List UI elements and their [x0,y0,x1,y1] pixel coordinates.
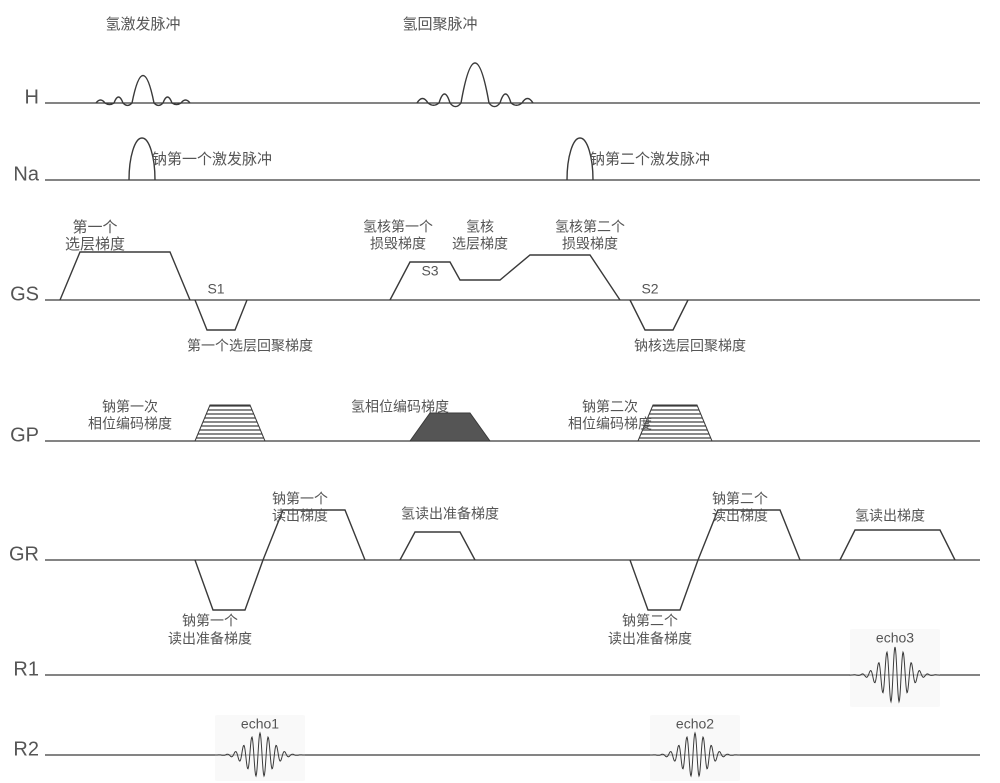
row-label-R1: R1 [13,658,39,680]
svg-text:氢核第一个: 氢核第一个 [363,219,433,235]
row-label-R2: R2 [13,738,39,760]
svg-text:S1: S1 [207,281,224,297]
svg-text:选层梯度: 选层梯度 [452,236,508,252]
row-label-GR: GR [9,543,39,565]
svg-text:钠第二个: 钠第二个 [712,491,768,507]
svg-text:读出准备梯度: 读出准备梯度 [608,631,692,647]
svg-text:钠第一次: 钠第一次 [102,399,158,415]
svg-text:读出梯度: 读出梯度 [712,508,768,524]
svg-text:相位编码梯度: 相位编码梯度 [568,416,652,432]
svg-text:钠第二个: 钠第二个 [622,613,678,629]
svg-text:相位编码梯度: 相位编码梯度 [88,416,172,432]
row-label-GS: GS [10,283,39,305]
svg-text:读出梯度: 读出梯度 [272,508,328,524]
svg-text:氢读出准备梯度: 氢读出准备梯度 [401,506,499,522]
gr-neg1 [195,560,263,610]
gp-na1 [195,405,265,441]
svg-text:第一个选层回聚梯度: 第一个选层回聚梯度 [187,338,313,354]
svg-text:第一个: 第一个 [72,218,117,236]
echo2-label: echo2 [676,716,714,732]
svg-text:钠第二次: 钠第二次 [582,399,638,415]
svg-text:损毁梯度: 损毁梯度 [562,236,618,252]
gs-neg1 [195,300,247,330]
echo1-label: echo1 [241,716,279,732]
svg-text:氢激发脉冲: 氢激发脉冲 [105,16,180,33]
row-label-GP: GP [10,424,39,446]
svg-text:钠第一个激发脉冲: 钠第一个激发脉冲 [152,150,272,168]
svg-text:钠核选层回聚梯度: 钠核选层回聚梯度 [634,338,746,354]
svg-text:S2: S2 [641,281,658,297]
echo3-label: echo3 [876,630,914,646]
gs-neg2 [630,300,688,330]
row-label-H: H [25,86,39,108]
svg-text:钠第一个: 钠第一个 [272,491,328,507]
h-refocus-pulse [417,63,533,107]
svg-text:氢相位编码梯度: 氢相位编码梯度 [351,399,449,415]
svg-text:氢核第二个: 氢核第二个 [555,219,625,235]
svg-text:读出准备梯度: 读出准备梯度 [168,631,252,647]
svg-text:氢读出梯度: 氢读出梯度 [855,508,925,524]
svg-text:S3: S3 [421,263,438,279]
svg-text:氢核: 氢核 [466,219,494,235]
svg-text:氢回聚脉冲: 氢回聚脉冲 [402,16,477,33]
gr-neg2 [630,560,698,610]
svg-text:钠第一个: 钠第一个 [182,613,238,629]
row-label-Na: Na [13,163,39,185]
gr-hprep [400,532,475,560]
gp-h [410,413,490,441]
gs-trap1 [60,252,190,300]
gr-hread [840,530,955,560]
h-excite-pulse [96,76,190,106]
svg-text:选层梯度: 选层梯度 [65,236,125,253]
svg-text:损毁梯度: 损毁梯度 [370,236,426,252]
svg-text:钠第二个激发脉冲: 钠第二个激发脉冲 [590,150,710,168]
